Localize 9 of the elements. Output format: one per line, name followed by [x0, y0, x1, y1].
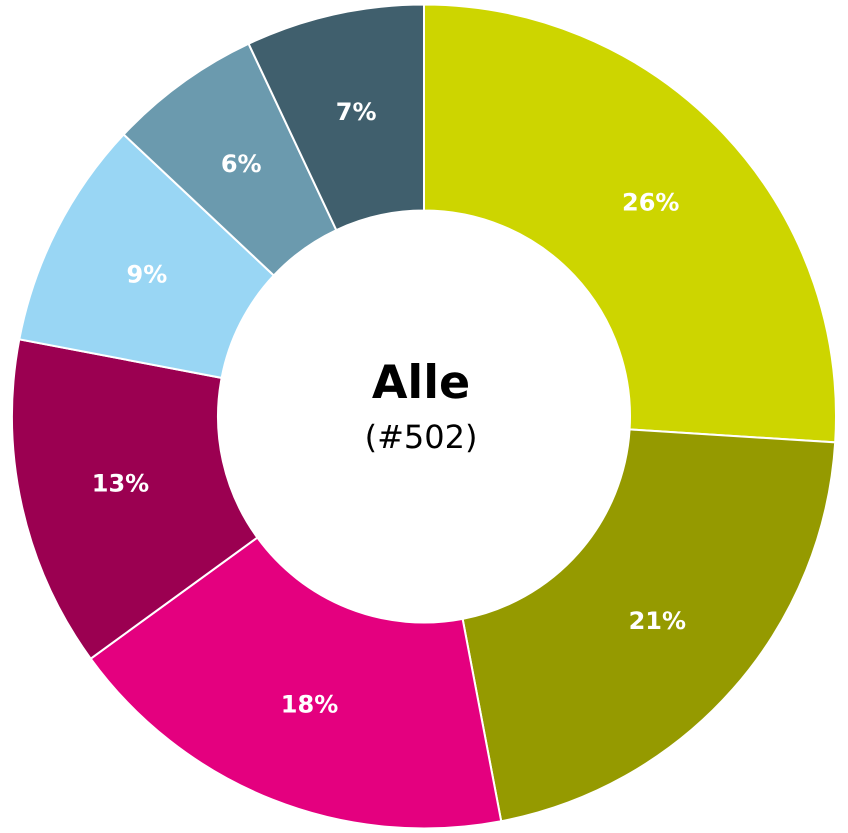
text: Alle [372, 355, 470, 409]
data-label: 13% [92, 469, 150, 498]
data-label: 18% [280, 690, 338, 719]
data-label: 21% [628, 607, 686, 636]
data-label: 26% [622, 188, 680, 217]
data-label: 7% [336, 98, 377, 126]
data-label: 6% [220, 150, 262, 178]
text: (#502) [364, 418, 478, 456]
data-label: 9% [126, 260, 168, 288]
